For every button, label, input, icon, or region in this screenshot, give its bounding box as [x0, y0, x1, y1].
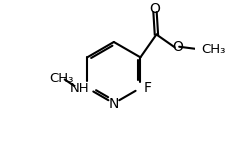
- Text: NH: NH: [70, 82, 89, 95]
- Text: CH₃: CH₃: [202, 43, 226, 56]
- Text: O: O: [172, 40, 183, 54]
- Text: N: N: [109, 97, 119, 111]
- Text: CH₃: CH₃: [49, 72, 74, 85]
- Text: O: O: [150, 2, 160, 16]
- Text: F: F: [144, 81, 152, 95]
